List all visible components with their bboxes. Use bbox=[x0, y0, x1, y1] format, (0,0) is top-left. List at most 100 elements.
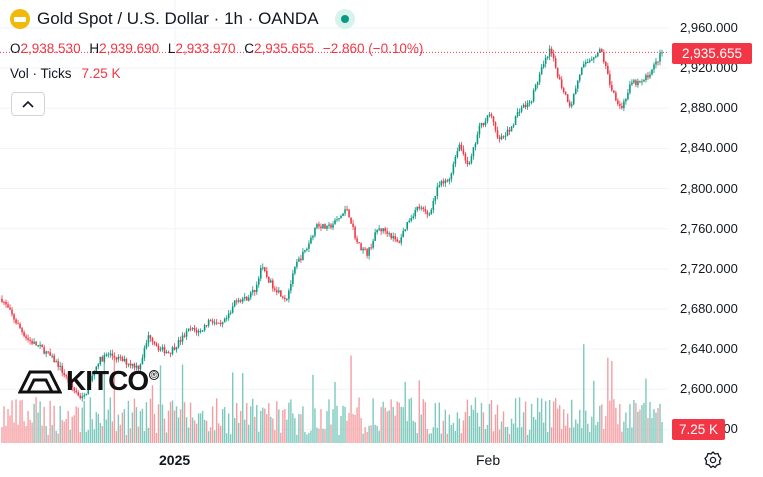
candle bbox=[310, 235, 312, 245]
candle-body bbox=[159, 349, 162, 351]
candle bbox=[572, 93, 575, 106]
volume-bar bbox=[436, 427, 439, 443]
candle bbox=[191, 327, 194, 332]
candle-body bbox=[278, 290, 280, 293]
candle-body bbox=[83, 395, 86, 397]
volume-bar bbox=[346, 420, 348, 443]
candle-body bbox=[169, 352, 172, 354]
volume-bar bbox=[338, 434, 340, 443]
volume-bar bbox=[540, 398, 543, 443]
volume-bar bbox=[151, 385, 154, 443]
candle-body bbox=[89, 380, 92, 387]
volume-bar bbox=[356, 407, 358, 443]
candle bbox=[79, 392, 82, 400]
market-status-icon[interactable] bbox=[334, 9, 355, 29]
candle-body bbox=[392, 236, 394, 239]
collapse-legend-button[interactable] bbox=[11, 92, 45, 116]
volume-bar bbox=[179, 409, 182, 443]
high-label: H bbox=[89, 41, 100, 56]
candle-body bbox=[592, 57, 595, 60]
candle bbox=[49, 348, 51, 356]
settings-gear-icon[interactable] bbox=[703, 450, 723, 470]
volume-bar bbox=[21, 399, 23, 443]
candle-body bbox=[175, 347, 178, 350]
volume-bar bbox=[432, 427, 435, 443]
volume-bar bbox=[97, 413, 99, 443]
candle bbox=[229, 310, 232, 316]
candle-body bbox=[219, 322, 222, 325]
candle bbox=[85, 393, 88, 396]
candle-body bbox=[454, 156, 457, 165]
volume-bar bbox=[510, 418, 513, 443]
candle-body bbox=[171, 347, 174, 354]
candle-body bbox=[572, 93, 575, 105]
candle bbox=[524, 101, 527, 110]
candle-body bbox=[35, 341, 37, 346]
candle bbox=[458, 142, 461, 152]
volume-bar bbox=[506, 426, 509, 443]
candle-body bbox=[546, 56, 549, 58]
candle bbox=[211, 318, 214, 326]
volume-bar bbox=[440, 433, 443, 443]
open-value: 2,938.530 bbox=[20, 41, 81, 56]
symbol-title[interactable]: Gold Spot / U.S. Dollar · 1h · OANDA bbox=[37, 9, 319, 28]
candle bbox=[139, 363, 142, 372]
candle-body bbox=[135, 365, 138, 368]
volume-legend[interactable]: Vol · Ticks 7.25 K bbox=[10, 66, 121, 81]
candle bbox=[169, 352, 172, 358]
candle bbox=[175, 346, 178, 353]
candle-body bbox=[400, 237, 403, 243]
candle-body bbox=[470, 156, 473, 163]
candle-body bbox=[643, 79, 645, 82]
candle bbox=[99, 356, 102, 366]
candle-body bbox=[633, 80, 635, 83]
candle bbox=[338, 218, 340, 222]
candle-body bbox=[133, 363, 136, 368]
candle-body bbox=[494, 122, 497, 131]
candle bbox=[233, 299, 236, 308]
candle-body bbox=[318, 224, 320, 227]
volume-bar bbox=[41, 425, 43, 443]
candle-body bbox=[528, 101, 531, 103]
volume-bar bbox=[344, 406, 346, 443]
candle bbox=[480, 122, 483, 129]
candle bbox=[67, 372, 70, 387]
candle-body bbox=[71, 382, 74, 388]
volume-bar bbox=[370, 425, 372, 443]
high-value: 2,939.690 bbox=[99, 41, 160, 56]
candle bbox=[231, 302, 234, 314]
volume-bar bbox=[45, 426, 47, 443]
volume-bar bbox=[308, 433, 310, 443]
volume-bar bbox=[548, 399, 551, 443]
volume-bar bbox=[43, 406, 45, 443]
kitco-watermark: KITCO ® bbox=[18, 365, 160, 397]
candle bbox=[504, 132, 507, 141]
candle bbox=[205, 325, 208, 328]
candle bbox=[119, 354, 122, 361]
candle-body bbox=[352, 223, 354, 227]
candle-body bbox=[9, 307, 11, 310]
volume-bar bbox=[484, 429, 487, 443]
candle bbox=[137, 365, 140, 372]
candle-body bbox=[237, 300, 240, 302]
candle-body bbox=[386, 231, 388, 234]
candle bbox=[372, 238, 374, 250]
candle-body bbox=[615, 92, 617, 101]
volume-bar bbox=[500, 421, 503, 443]
candle bbox=[396, 236, 398, 243]
candle bbox=[316, 222, 318, 230]
volume-bar bbox=[532, 416, 535, 443]
candle-body bbox=[649, 74, 651, 78]
volume-bar bbox=[472, 409, 475, 443]
volume-bar bbox=[163, 418, 166, 443]
candle bbox=[430, 208, 433, 215]
candle bbox=[404, 229, 407, 232]
candle bbox=[115, 356, 118, 363]
volume-bar bbox=[422, 399, 424, 443]
candle-body bbox=[29, 339, 31, 341]
candle-body bbox=[388, 233, 390, 235]
volume-bar bbox=[125, 434, 128, 443]
volume-bar bbox=[219, 425, 222, 443]
candle-body bbox=[550, 48, 553, 54]
